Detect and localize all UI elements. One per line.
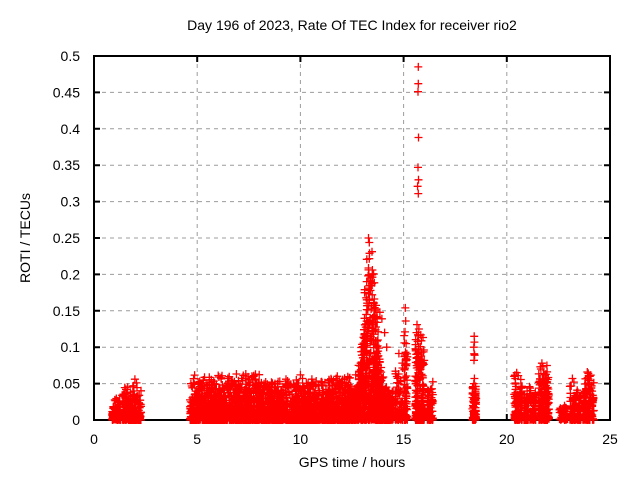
y-tick-label: 0.45 [53, 84, 80, 100]
x-tick-label: 15 [396, 431, 412, 447]
axis-ticks [93, 55, 611, 421]
x-tick-labels: 0 5 10 15 20 25 [90, 431, 618, 447]
y-tick-label: 0.2 [61, 266, 81, 282]
y-tick-labels: 0 0.05 0.1 0.15 0.2 0.25 0.3 0.35 0.4 0.45 0.5 [53, 48, 80, 428]
y-tick-label: 0.4 [61, 121, 81, 137]
y-tick-label: 0.5 [61, 48, 81, 64]
y-tick-label: 0.3 [61, 194, 81, 210]
y-tick-label: 0.25 [53, 230, 80, 246]
chart-title: Day 196 of 2023, Rate Of TEC Index for r… [187, 17, 517, 33]
y-tick-label: 0.15 [53, 303, 80, 319]
y-tick-label: 0.1 [61, 339, 81, 355]
grid-lines [94, 56, 610, 420]
x-tick-label: 5 [193, 431, 201, 447]
y-tick-label: 0.35 [53, 157, 80, 173]
data-points [108, 62, 598, 424]
x-tick-label: 0 [90, 431, 98, 447]
x-tick-label: 10 [293, 431, 309, 447]
x-tick-label: 25 [602, 431, 618, 447]
y-axis-label: ROTI / TECUs [17, 193, 33, 283]
x-axis-label: GPS time / hours [299, 454, 406, 470]
y-tick-label: 0 [72, 412, 80, 428]
y-tick-label: 0.05 [53, 376, 80, 392]
x-tick-label: 20 [499, 431, 515, 447]
